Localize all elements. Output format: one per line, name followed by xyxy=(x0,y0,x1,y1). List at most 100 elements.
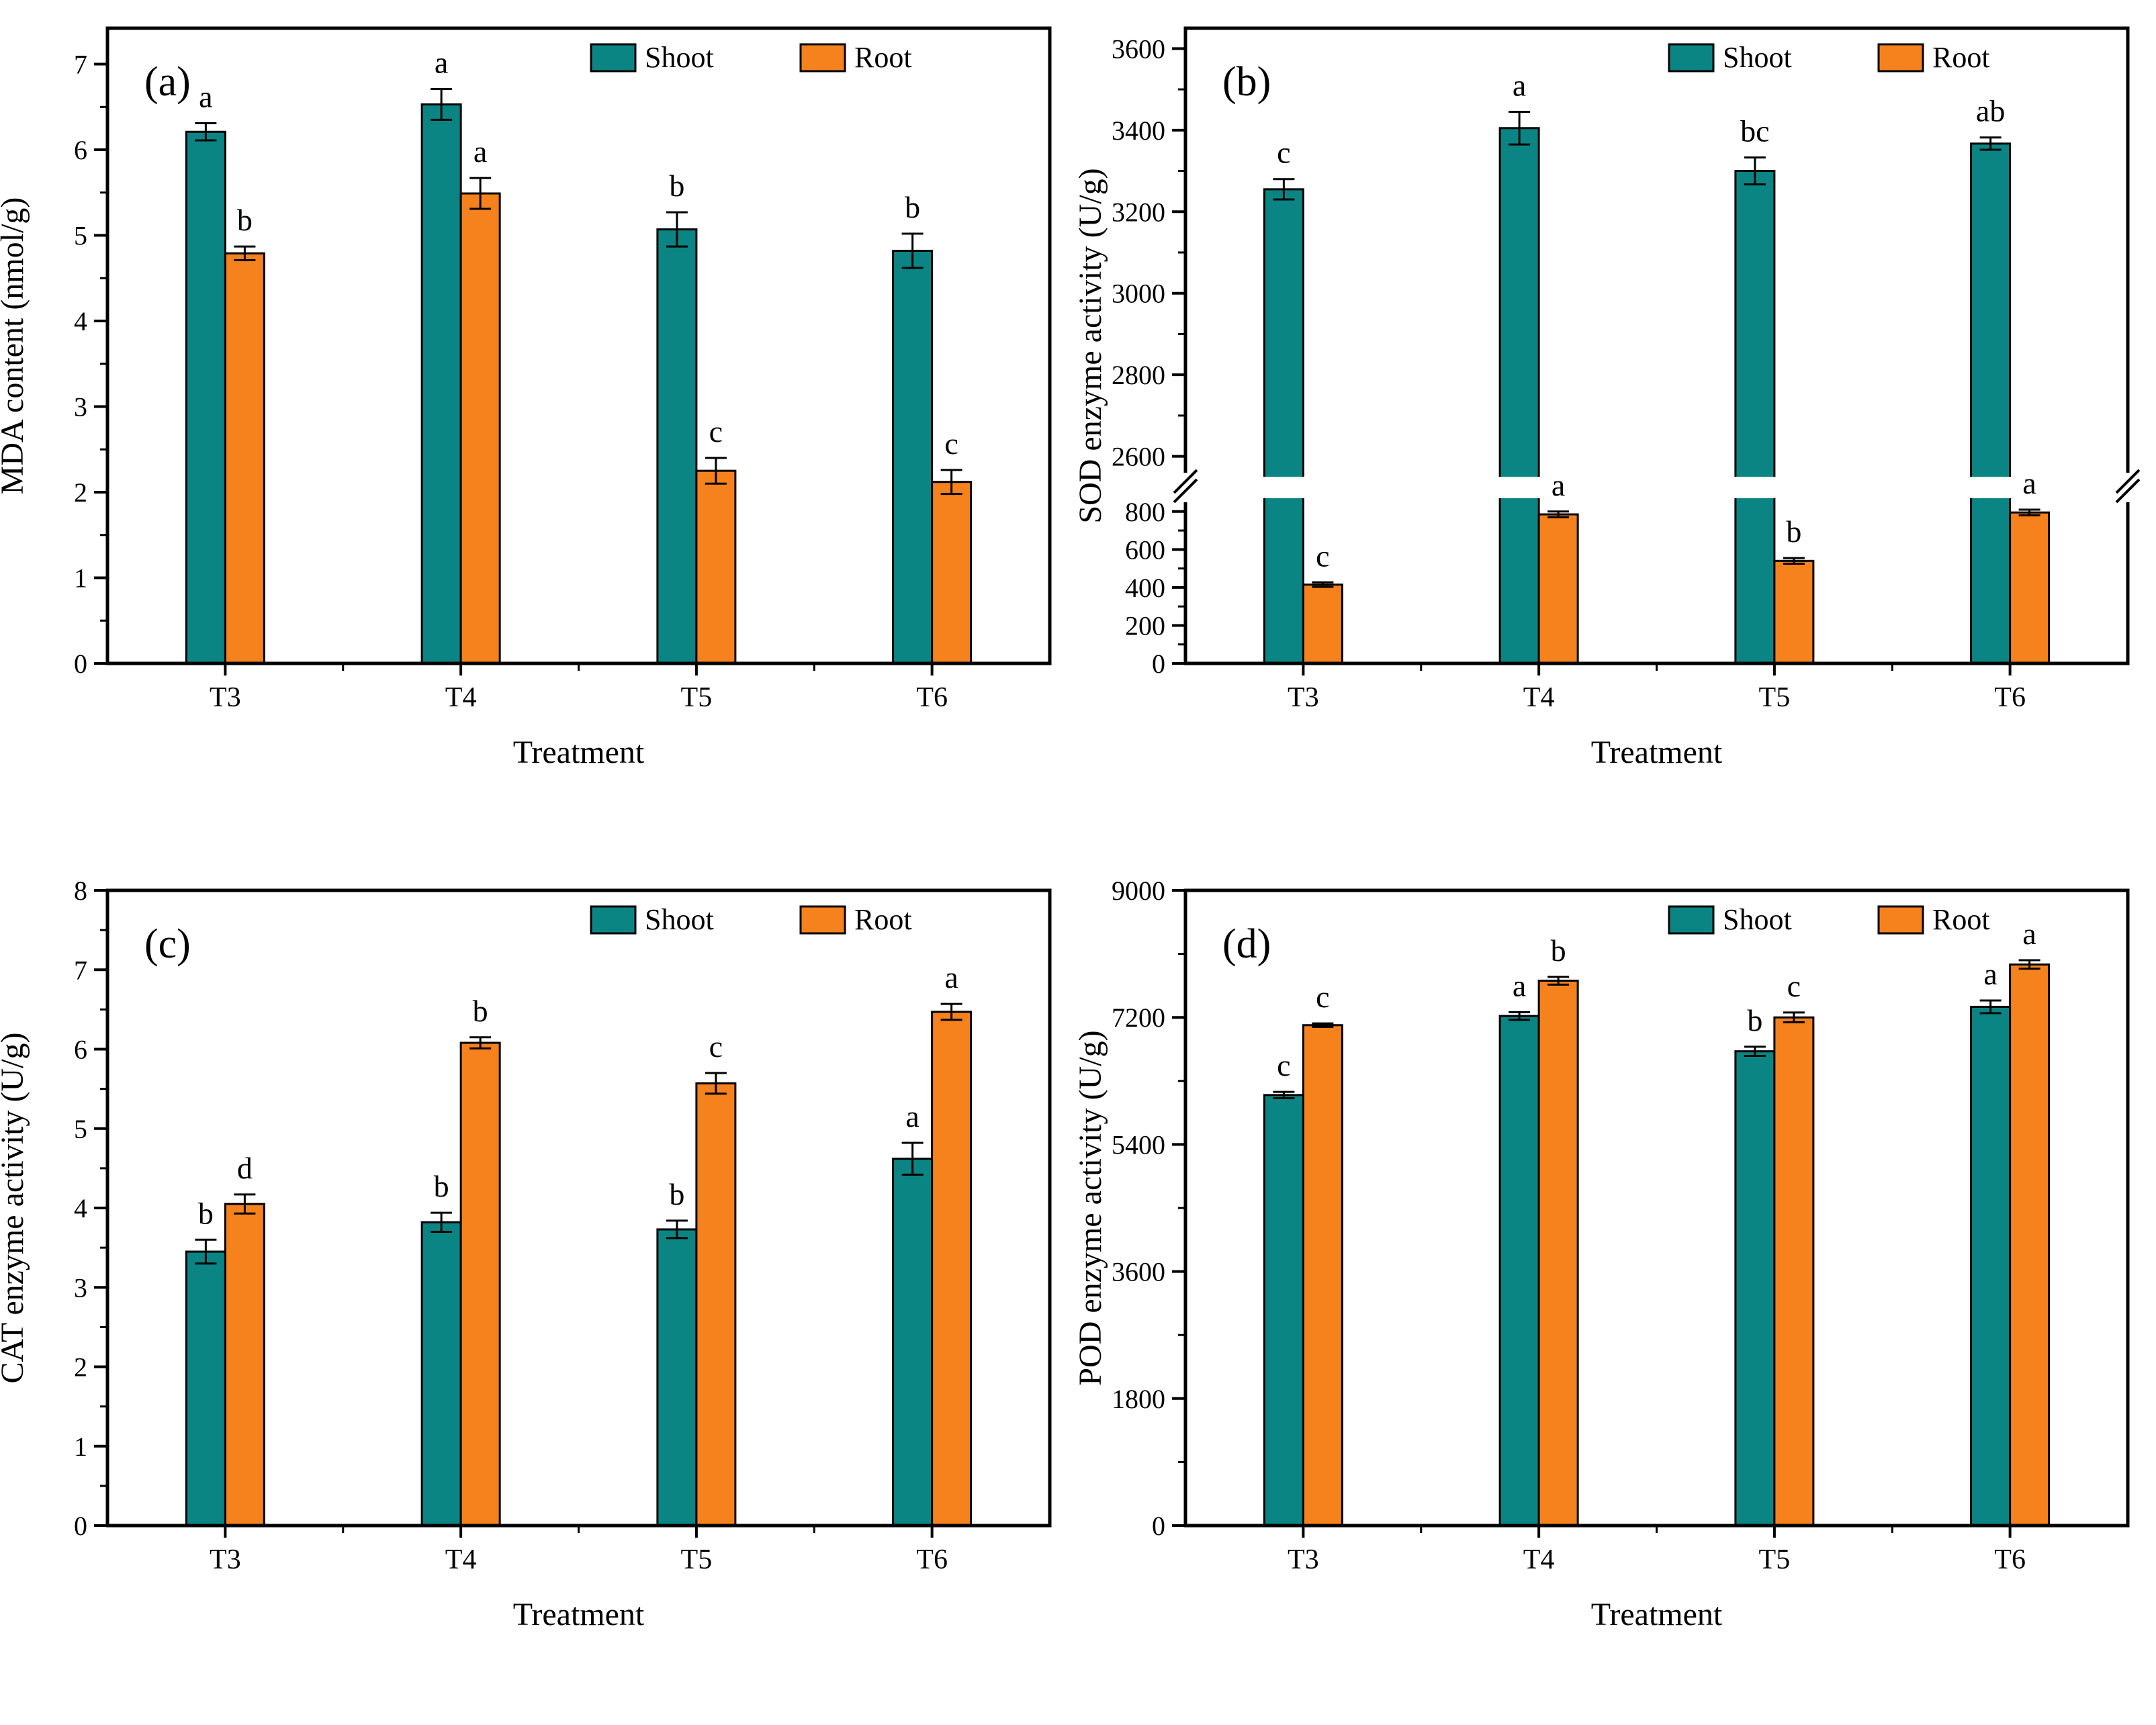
sig-letter: b xyxy=(198,1196,214,1230)
panel-letter: (b) xyxy=(1222,59,1271,105)
legend-swatch-shoot xyxy=(590,43,637,73)
x-axis-title: Treatment xyxy=(1591,1597,1723,1632)
sig-letter: b xyxy=(1551,933,1566,968)
sig-letter: b xyxy=(905,190,920,224)
axis-break-band xyxy=(1969,477,2012,498)
legend-label-root: Root xyxy=(854,41,912,74)
bar-root-T5 xyxy=(695,1082,737,1527)
sig-letter: a xyxy=(1983,957,1997,991)
legend-swatch-root xyxy=(799,43,846,73)
bar-root-T5 xyxy=(695,469,737,665)
y-tick-label: 8 xyxy=(74,876,87,906)
y-tick-label: 800 xyxy=(1125,497,1165,527)
sig-letter: a xyxy=(2022,917,2036,951)
bar-shoot-T6 xyxy=(892,249,934,665)
panel-letter: (c) xyxy=(144,921,191,967)
axis-break-slash xyxy=(1173,469,1198,494)
y-tick-label: 4 xyxy=(74,306,87,336)
sig-letter: a xyxy=(1552,468,1565,502)
sig-letter: c xyxy=(709,1029,723,1064)
legend-swatch-shoot xyxy=(1668,905,1715,935)
y-tick-label: 0 xyxy=(74,1511,87,1541)
legend-label-root: Root xyxy=(854,903,912,936)
bar-root-T4 xyxy=(459,192,501,665)
sig-letter: a xyxy=(944,960,958,994)
y-tick-label: 3 xyxy=(74,392,87,422)
legend-swatch-shoot xyxy=(590,905,637,935)
x-axis-title: Treatment xyxy=(513,735,645,770)
x-tick-label: T6 xyxy=(916,682,948,713)
y-tick-label: 2 xyxy=(74,1352,87,1383)
bar-shoot-T6 xyxy=(1970,142,2012,665)
bar-root-T5 xyxy=(1773,559,1815,665)
bar-root-T3 xyxy=(1302,1024,1343,1527)
sig-letter: b xyxy=(1747,1003,1762,1037)
bar-root-T6 xyxy=(931,1011,973,1527)
bar-shoot-T4 xyxy=(420,103,462,665)
sig-letter: a xyxy=(199,80,212,114)
legend-swatch-root xyxy=(1877,905,1924,935)
sig-letter: c xyxy=(1316,539,1329,573)
bar-root-T5 xyxy=(1773,1016,1815,1527)
bar-shoot-T4 xyxy=(1498,1015,1540,1527)
x-tick-label: T3 xyxy=(1288,682,1319,713)
y-tick-label: 7 xyxy=(74,50,87,80)
sig-letter: a xyxy=(905,1099,919,1133)
y-tick-label: 2600 xyxy=(1112,442,1165,472)
bar-root-T6 xyxy=(2009,963,2051,1527)
y-tick-label: 9000 xyxy=(1112,876,1165,906)
x-tick-label: T6 xyxy=(1994,682,2026,713)
sig-letter: a xyxy=(435,46,448,80)
y-tick-label: 2 xyxy=(74,477,87,508)
x-tick-label: T4 xyxy=(445,682,477,713)
y-tick-label: 1 xyxy=(74,563,87,594)
y-axis-title: CAT enzyme activity (U/g) xyxy=(0,1033,30,1384)
bar-shoot-T6 xyxy=(892,1158,934,1527)
y-tick-label: 4 xyxy=(74,1193,87,1223)
sig-letter: b xyxy=(669,1177,684,1211)
sig-letter: ab xyxy=(1976,94,2005,128)
y-tick-label: 6 xyxy=(74,1035,87,1065)
bar-root-T4 xyxy=(459,1041,501,1527)
sig-letter: c xyxy=(1787,969,1801,1003)
bar-shoot-T5 xyxy=(656,228,698,665)
x-tick-label: T4 xyxy=(1523,1544,1555,1575)
sig-letter: a xyxy=(474,134,487,169)
bar-shoot-T3 xyxy=(185,130,226,665)
sig-letter: a xyxy=(1513,68,1526,102)
legend-label-shoot: Shoot xyxy=(1723,41,1792,74)
y-tick-label: 3600 xyxy=(1112,1257,1165,1287)
axis-break-band xyxy=(1498,477,1541,498)
bar-root-T4 xyxy=(1537,513,1579,665)
y-tick-label: 0 xyxy=(74,649,87,679)
y-tick-label: 5 xyxy=(74,1114,87,1144)
legend-label-root: Root xyxy=(1932,41,1990,74)
sig-letter: c xyxy=(1316,980,1329,1014)
sig-letter: a xyxy=(1513,968,1526,1003)
bar-shoot-T3 xyxy=(185,1250,226,1527)
y-tick-label: 3400 xyxy=(1112,115,1165,146)
bar-shoot-T3 xyxy=(1263,1094,1304,1527)
x-tick-label: T4 xyxy=(1523,682,1555,713)
axis-break-band xyxy=(1262,477,1305,498)
bar-shoot-T4 xyxy=(420,1221,462,1527)
y-tick-label: 2800 xyxy=(1112,360,1165,390)
axis-break-band xyxy=(1734,477,1777,498)
y-tick-label: 1800 xyxy=(1112,1384,1165,1414)
sig-letter: bc xyxy=(1740,114,1769,148)
x-axis-title: Treatment xyxy=(1591,735,1723,770)
x-tick-label: T5 xyxy=(681,1544,713,1575)
y-axis-title: POD enzyme activity (U/g) xyxy=(1078,1030,1108,1385)
y-axis-title: MDA content (nmol/g) xyxy=(0,197,30,495)
bar-shoot-T3 xyxy=(1263,188,1304,665)
panel-b-sod-chart: cabcabcaba020040060080026002800300032003… xyxy=(1078,26,2141,770)
x-tick-label: T3 xyxy=(1288,1544,1319,1575)
y-tick-label: 7200 xyxy=(1112,1003,1165,1033)
panel-a-mda-chart: a a b b b a c c 0 1 2 3 4 5 6 7 T3 T4 T5 T6 Treatment MDA con… xyxy=(0,26,1052,770)
panel-letter: (d) xyxy=(1222,921,1271,967)
legend-label-shoot: Shoot xyxy=(645,41,714,74)
bar-shoot-T4 xyxy=(1498,127,1540,665)
sig-letter: c xyxy=(709,414,723,449)
